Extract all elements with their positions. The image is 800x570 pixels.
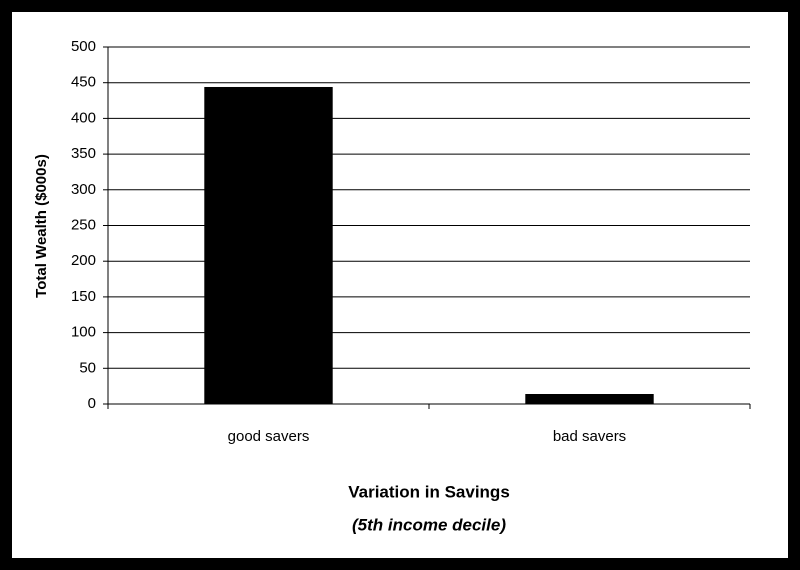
y-tick-label: 450 bbox=[71, 74, 96, 91]
y-tick-label: 100 bbox=[71, 324, 96, 341]
x-tick-label: good savers bbox=[228, 428, 310, 445]
chart-background bbox=[12, 12, 788, 558]
y-tick-label: 300 bbox=[71, 181, 96, 198]
y-tick-label: 150 bbox=[71, 288, 96, 305]
y-tick-label: 500 bbox=[71, 38, 96, 55]
y-tick-label: 200 bbox=[71, 252, 96, 269]
y-tick-label: 400 bbox=[71, 109, 96, 126]
x-axis-sublabel: (5th income decile) bbox=[352, 515, 506, 534]
y-tick-label: 0 bbox=[88, 395, 96, 412]
y-axis-label: Total Wealth ($000s) bbox=[33, 154, 50, 298]
y-tick-label: 250 bbox=[71, 216, 96, 233]
bar bbox=[525, 394, 654, 404]
y-tick-label: 350 bbox=[71, 145, 96, 162]
bar bbox=[204, 86, 333, 404]
x-tick-label: bad savers bbox=[553, 428, 626, 445]
x-axis-label: Variation in Savings bbox=[348, 482, 510, 501]
y-tick-label: 50 bbox=[79, 359, 96, 376]
